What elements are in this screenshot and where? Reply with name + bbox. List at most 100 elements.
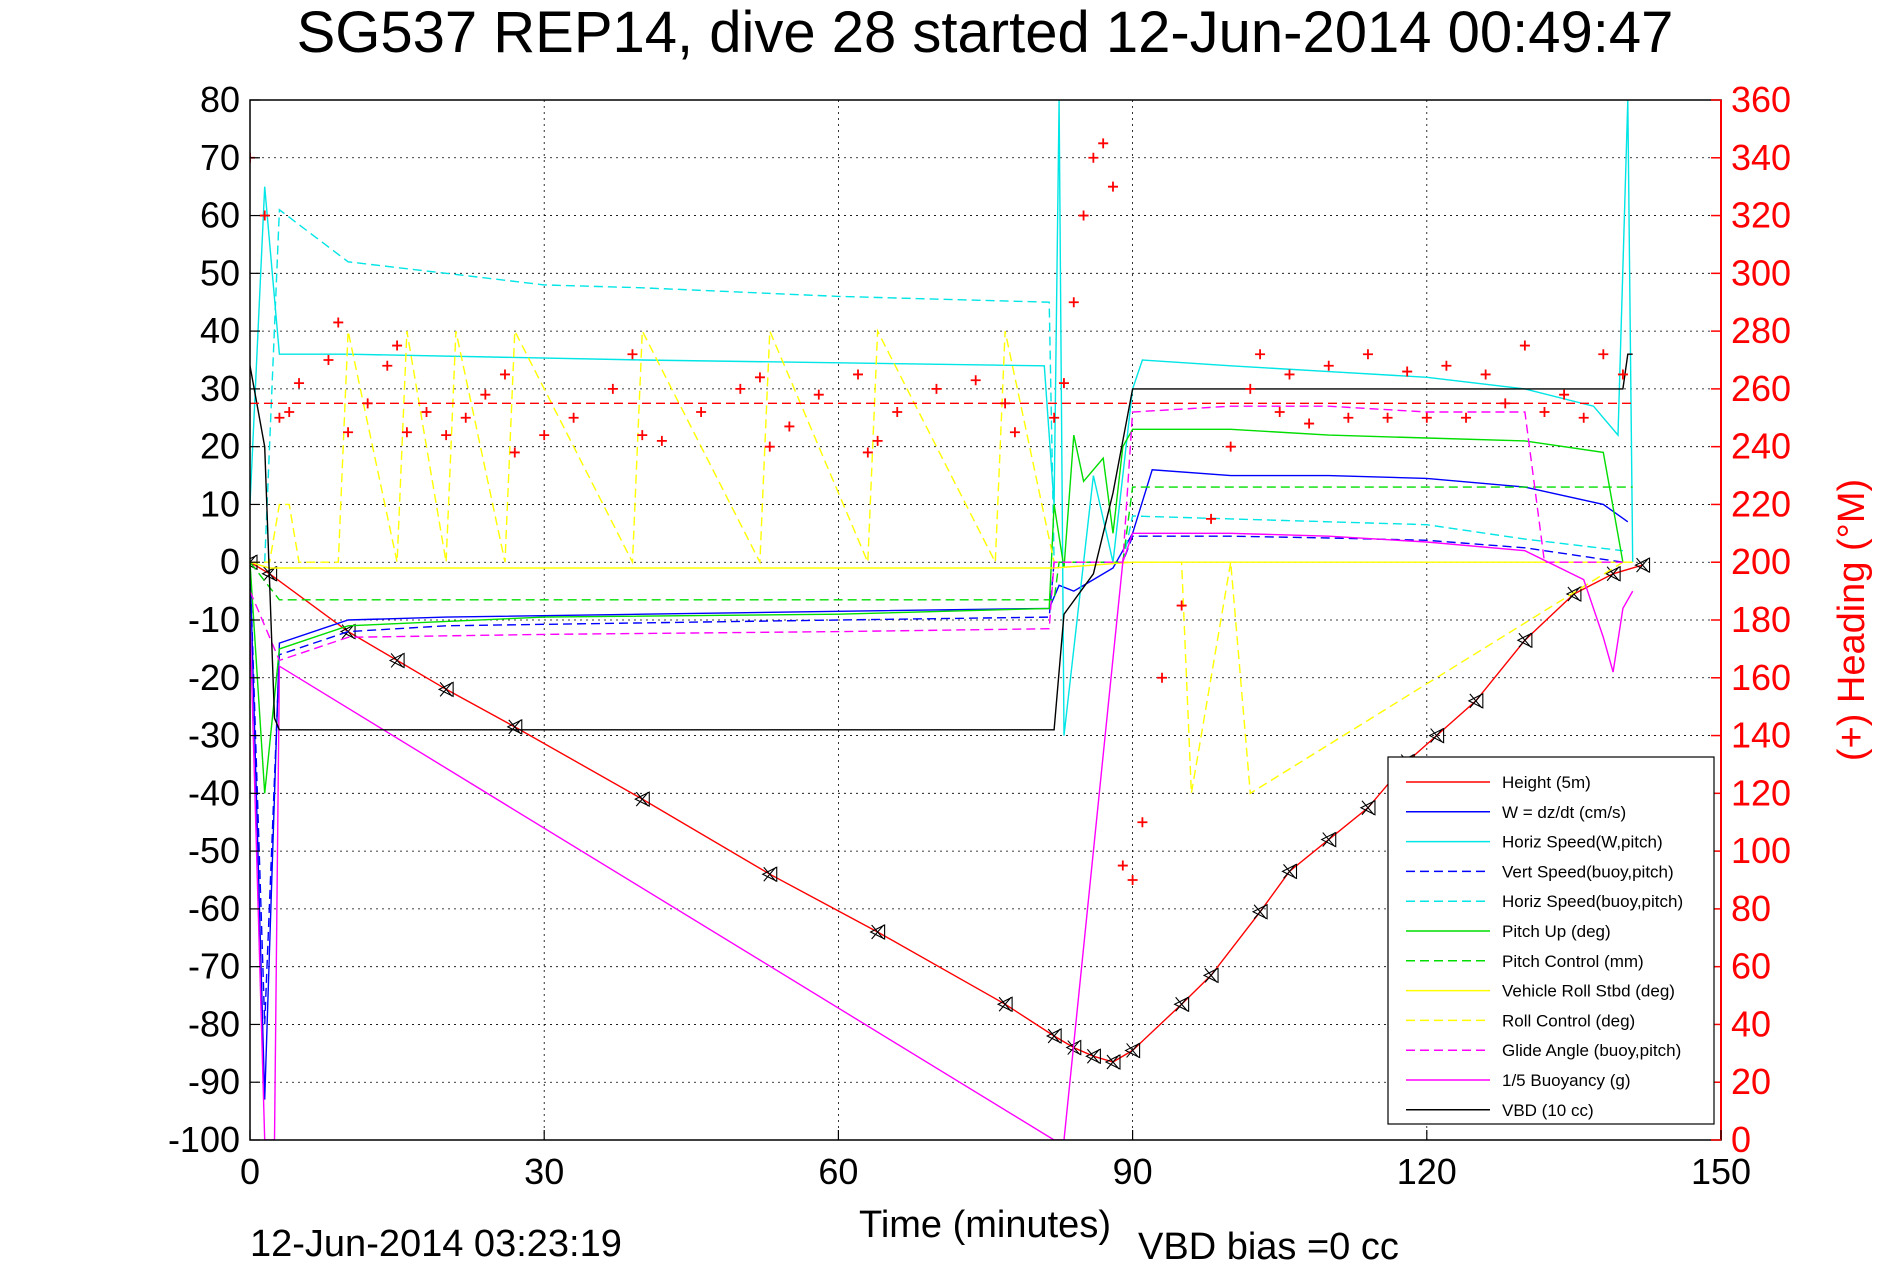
height-marker bbox=[1124, 1042, 1141, 1059]
heading-marker bbox=[1088, 152, 1099, 163]
heading-marker bbox=[1245, 383, 1256, 394]
height-marker bbox=[1516, 632, 1533, 649]
series-layer bbox=[250, 100, 1651, 1140]
heading-marker bbox=[392, 340, 403, 351]
heading-marker bbox=[1137, 817, 1148, 828]
height-marker bbox=[1467, 692, 1484, 709]
heading-marker bbox=[1274, 407, 1285, 417]
heading-marker bbox=[1382, 412, 1393, 423]
heading-marker bbox=[1402, 366, 1413, 377]
x-tick-label: 0 bbox=[240, 1151, 260, 1192]
heading-marker bbox=[1343, 412, 1354, 423]
heading-marker bbox=[362, 398, 373, 409]
heading-marker bbox=[931, 383, 942, 394]
y-tick-label: -20 bbox=[188, 657, 240, 698]
height-marker bbox=[1634, 557, 1651, 574]
height-marker bbox=[634, 791, 650, 808]
height-marker bbox=[1281, 863, 1298, 880]
heading-marker bbox=[568, 412, 579, 423]
heading-marker bbox=[1598, 349, 1609, 360]
heading-marker bbox=[509, 447, 520, 458]
right-y-tick-label: 340 bbox=[1731, 137, 1791, 178]
right-y-tick-label: 100 bbox=[1731, 830, 1791, 871]
y-tick-label: -50 bbox=[188, 830, 240, 871]
heading-marker bbox=[1157, 672, 1168, 683]
height-marker bbox=[388, 652, 405, 669]
series-line bbox=[250, 561, 1633, 569]
legend-label: W = dz/dt (cm/s) bbox=[1502, 803, 1626, 822]
right-y-tick-label: 0 bbox=[1731, 1119, 1751, 1160]
x-tick-label: 120 bbox=[1397, 1151, 1457, 1192]
heading-marker bbox=[274, 412, 285, 423]
heading-marker bbox=[1539, 407, 1550, 417]
heading-marker bbox=[259, 210, 270, 221]
right-y-tick-label: 20 bbox=[1731, 1061, 1771, 1102]
legend: Height (5m) W = dz/dt (cm/s) Horiz Speed(W… bbox=[1387, 756, 1715, 1125]
heading-marker bbox=[1362, 349, 1373, 360]
right-y-tick-label: 180 bbox=[1731, 599, 1791, 640]
height-marker bbox=[437, 681, 454, 698]
y-tick-label: -10 bbox=[188, 599, 240, 640]
right-y-tick-label: 60 bbox=[1731, 946, 1771, 987]
heading-marker bbox=[1617, 369, 1628, 380]
height-marker bbox=[761, 866, 778, 883]
y-tick-label: -40 bbox=[188, 772, 240, 813]
height-marker bbox=[996, 996, 1013, 1013]
right-y-tick-label: 140 bbox=[1731, 715, 1791, 756]
heading-marker bbox=[1284, 369, 1295, 380]
heading-marker bbox=[1480, 369, 1491, 380]
series-line bbox=[250, 486, 1633, 601]
legend-label: Horiz Speed(buoy,pitch) bbox=[1502, 892, 1683, 911]
y-tick-label: 10 bbox=[200, 483, 240, 524]
heading-marker bbox=[460, 412, 471, 423]
timestamp-footer: 12-Jun-2014 03:23:19 bbox=[250, 1223, 622, 1262]
right-y-tick-label: 360 bbox=[1731, 79, 1791, 120]
legend-label: Height (5m) bbox=[1502, 773, 1591, 792]
height-marker bbox=[1173, 996, 1190, 1013]
heading-marker bbox=[441, 430, 452, 441]
right-y-tick-label: 200 bbox=[1731, 541, 1791, 582]
legend-label: Vert Speed(buoy,pitch) bbox=[1502, 862, 1674, 881]
y-tick-label: -90 bbox=[188, 1061, 240, 1102]
heading-marker bbox=[1206, 513, 1217, 524]
x-axis-label: Time (minutes) bbox=[859, 1204, 1111, 1246]
heading-marker bbox=[421, 407, 432, 417]
legend-label: Horiz Speed(W,pitch) bbox=[1502, 833, 1663, 852]
y-tick-label: 30 bbox=[200, 368, 240, 409]
height-marker bbox=[1045, 1028, 1062, 1044]
heading-marker bbox=[764, 441, 775, 452]
right-y-tick-label: 240 bbox=[1731, 426, 1791, 467]
heading-marker bbox=[284, 407, 295, 417]
heading-marker bbox=[1098, 138, 1109, 149]
y-tick-label: 80 bbox=[200, 79, 240, 120]
heading-marker bbox=[696, 407, 707, 417]
right-y-tick-label: 120 bbox=[1731, 772, 1791, 813]
heading-marker bbox=[1578, 412, 1589, 423]
y-tick-label: -100 bbox=[168, 1119, 240, 1160]
height-marker bbox=[1320, 831, 1337, 848]
heading-marker bbox=[333, 317, 344, 328]
y-tick-label: 40 bbox=[200, 310, 240, 351]
legend-label: VBD (10 cc) bbox=[1502, 1101, 1594, 1120]
heading-marker bbox=[970, 375, 981, 386]
height-marker bbox=[1428, 727, 1445, 744]
y-axis-ticks: 80 70 60 50 40 30 20 10 0 -10 -20 -30 -40 -50 -60 -70 -8… bbox=[168, 79, 260, 1160]
heading-marker bbox=[637, 430, 648, 441]
series-line bbox=[250, 469, 1629, 1100]
series-line bbox=[250, 428, 1624, 794]
right-y-tick-label: 160 bbox=[1731, 657, 1791, 698]
heading-marker bbox=[1127, 875, 1138, 885]
heading-marker bbox=[1068, 297, 1079, 308]
heading-marker bbox=[813, 389, 824, 400]
heading-marker bbox=[1441, 360, 1452, 371]
height-marker bbox=[1085, 1048, 1101, 1065]
heading-marker bbox=[1058, 378, 1069, 389]
heading-marker bbox=[1049, 412, 1060, 423]
y-tick-label: -80 bbox=[188, 1003, 240, 1044]
x-tick-label: 150 bbox=[1691, 1151, 1751, 1192]
height-marker bbox=[869, 924, 886, 940]
right-y-axis-ticks: 3603403203002802602402202001801601401201… bbox=[1711, 79, 1791, 1160]
series-line bbox=[250, 532, 1634, 1140]
right-y-tick-label: 220 bbox=[1731, 483, 1791, 524]
